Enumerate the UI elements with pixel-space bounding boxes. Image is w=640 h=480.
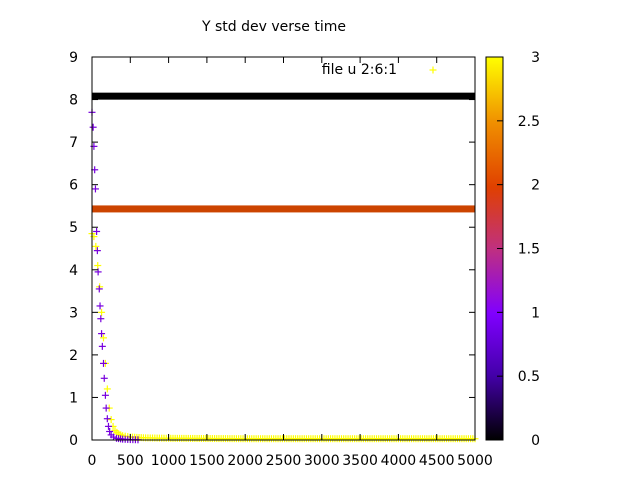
- x-tick-label: 4500: [419, 453, 455, 469]
- x-tick-label: 0: [88, 453, 97, 469]
- y-tick-label: 8: [69, 93, 78, 109]
- legend-point: [429, 66, 437, 74]
- legend-marker: [429, 66, 437, 74]
- y-tick-label: 2: [69, 348, 78, 364]
- y-tick-label: 4: [69, 263, 78, 279]
- data-point: [98, 342, 106, 350]
- colorbar-tick-label: 0.5: [518, 369, 540, 385]
- data-point: [94, 262, 102, 270]
- colorbar-tick-label: 1: [531, 305, 540, 321]
- x-tick-label: 5000: [457, 453, 493, 469]
- data-point: [98, 330, 106, 338]
- legend-label: file u 2:6:1: [322, 62, 397, 78]
- y-tick-label: 0: [69, 433, 78, 449]
- data-point: [96, 302, 104, 310]
- data-point: [97, 315, 105, 323]
- colorbar-tick-label: 1.5: [518, 242, 540, 258]
- chart-title: Y std dev verse time: [201, 19, 346, 35]
- colorbar: 0 0.5 1 1.5 2 2.5 3: [485, 50, 540, 449]
- series-2: [92, 92, 475, 100]
- y-tick-label: 1: [69, 390, 78, 406]
- x-tick-label: 3500: [342, 453, 378, 469]
- data-point: [93, 247, 101, 255]
- series-1: [88, 108, 142, 444]
- data-point: [90, 142, 98, 150]
- data-point: [91, 185, 99, 193]
- data-point: [95, 285, 103, 293]
- plot-frame: [91, 56, 476, 441]
- data-point: [94, 268, 102, 276]
- data-point: [102, 404, 110, 412]
- colorbar-ticks: 0 0.5 1 1.5 2 2.5 3: [497, 50, 540, 449]
- y-tick-label: 9: [69, 50, 78, 66]
- data-point: [103, 415, 111, 423]
- plot-marks: [88, 92, 479, 444]
- data-point: [103, 385, 111, 393]
- colorbar-tick-label: 2: [531, 178, 540, 194]
- data-point: [89, 123, 97, 131]
- colorbar-tick-label: 3: [531, 50, 540, 66]
- legend: file u 2:6:1: [322, 62, 437, 78]
- series-3: [92, 205, 475, 213]
- x-tick-label: 1000: [151, 453, 187, 469]
- y-tick-label: 6: [69, 178, 78, 194]
- y-tick-label: 3: [69, 305, 78, 321]
- data-point: [92, 242, 100, 250]
- x-tick-label: 500: [117, 453, 144, 469]
- x-tick-label: 2500: [266, 453, 302, 469]
- x-tick-label: 1500: [189, 453, 225, 469]
- data-point: [99, 334, 107, 342]
- data-point: [106, 427, 114, 435]
- x-tick-label: 2000: [227, 453, 263, 469]
- colorbar-tick-label: 0: [531, 433, 540, 449]
- data-point: [107, 416, 115, 424]
- data-point: [109, 433, 117, 441]
- series-0: [88, 230, 479, 443]
- x-tick-label: 3000: [304, 453, 340, 469]
- y-tick-label: 5: [69, 220, 78, 236]
- data-point: [99, 359, 107, 367]
- colorbar-tick-label: 2.5: [518, 114, 540, 130]
- constant-series-band: [92, 205, 475, 213]
- data-point: [100, 374, 108, 382]
- constant-series-band: [92, 92, 475, 100]
- data-point: [98, 308, 106, 316]
- y-tick-label: 7: [69, 135, 78, 151]
- x-axis: 0 500 1000 1500 2000 2500 3000 3500 4000 4500 5000: [88, 57, 493, 469]
- data-point: [101, 391, 109, 399]
- data-point: [93, 227, 101, 235]
- data-point: [104, 422, 112, 430]
- x-tick-label: 4000: [381, 453, 417, 469]
- y-axis: 0 1 2 3 4 5 6 7 8 9: [69, 50, 475, 449]
